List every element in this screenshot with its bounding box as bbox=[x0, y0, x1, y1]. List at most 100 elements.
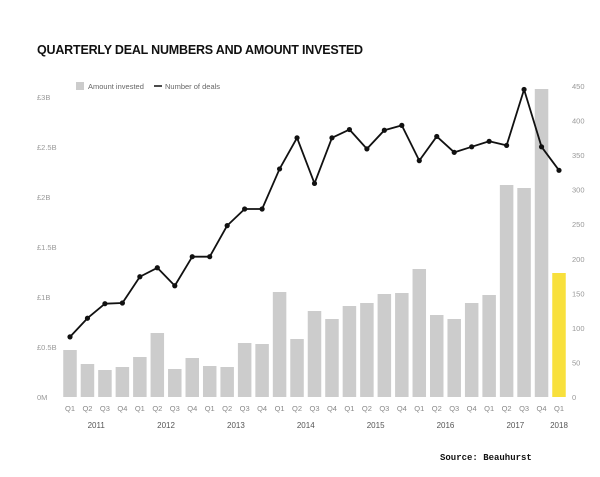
x-axis-quarter-label: Q1 bbox=[484, 404, 494, 413]
left-axis-tick-label: £1.5B bbox=[37, 243, 57, 252]
x-axis-year-label: 2015 bbox=[367, 421, 385, 430]
right-axis-tick-label: 300 bbox=[572, 186, 585, 195]
right-axis-tick-label: 50 bbox=[572, 358, 580, 367]
bar-amount-invested bbox=[220, 367, 234, 397]
bar-amount-invested bbox=[272, 292, 287, 397]
left-axis-tick-label: 0M bbox=[37, 393, 47, 402]
deal-point bbox=[329, 135, 335, 141]
bar-amount-invested bbox=[80, 364, 95, 397]
bar-amount-invested bbox=[447, 319, 461, 397]
x-axis-quarter-label: Q3 bbox=[449, 404, 459, 413]
bar-amount-invested bbox=[133, 357, 147, 397]
x-axis-quarter-label: Q4 bbox=[397, 404, 407, 413]
x-axis-quarter-label: Q2 bbox=[292, 404, 302, 413]
bar-amount-invested bbox=[342, 306, 357, 397]
deal-point bbox=[556, 167, 562, 173]
x-axis-quarter-label: Q1 bbox=[205, 404, 215, 413]
deal-point bbox=[102, 301, 108, 307]
left-axis-tick-label: £3B bbox=[37, 93, 50, 102]
bar-amount-invested bbox=[517, 188, 531, 397]
deal-point bbox=[294, 135, 300, 141]
right-axis-tick-label: 400 bbox=[572, 117, 585, 126]
bar-amount-invested bbox=[150, 333, 165, 397]
x-axis-quarter-label: Q1 bbox=[65, 404, 75, 413]
x-axis-quarter-label: Q3 bbox=[379, 404, 389, 413]
bar-amount-invested bbox=[360, 303, 374, 397]
deal-point bbox=[504, 142, 510, 149]
deal-point bbox=[242, 206, 248, 212]
left-axis-tick-label: £1B bbox=[37, 293, 50, 302]
deal-point bbox=[276, 166, 283, 172]
bar-amount-invested bbox=[534, 89, 549, 397]
bar-amount-invested bbox=[325, 319, 339, 397]
bar-amount-invested bbox=[464, 303, 479, 397]
deal-point bbox=[67, 334, 73, 340]
deal-point bbox=[381, 127, 387, 133]
bar-amount-invested bbox=[63, 350, 77, 397]
right-axis-tick-label: 150 bbox=[572, 289, 585, 298]
source-note: Source: Beauhurst bbox=[440, 453, 532, 463]
bar-amount-invested bbox=[290, 339, 304, 397]
x-axis-quarter-label: Q2 bbox=[82, 404, 92, 413]
deal-point bbox=[451, 149, 457, 155]
x-axis-quarter-label: Q2 bbox=[222, 404, 232, 413]
bar-amount-invested bbox=[115, 367, 130, 397]
bar-amount-invested bbox=[202, 366, 217, 397]
x-axis-quarter-label: Q4 bbox=[327, 404, 337, 413]
x-axis-year-label: 2014 bbox=[297, 421, 315, 430]
bar-amount-invested bbox=[185, 358, 199, 397]
deal-point bbox=[364, 146, 370, 152]
x-axis-year-label: 2013 bbox=[227, 421, 245, 430]
legend-swatch-amount-invested bbox=[76, 82, 84, 90]
bar-amount-invested bbox=[255, 344, 269, 397]
x-axis-quarter-label: Q2 bbox=[152, 404, 162, 413]
deal-point bbox=[84, 315, 91, 321]
x-axis-quarter-label: Q4 bbox=[117, 404, 127, 413]
deal-point bbox=[154, 265, 160, 271]
bar-amount-invested bbox=[168, 369, 182, 397]
deal-point bbox=[416, 158, 422, 164]
x-axis-quarter-label: Q4 bbox=[187, 404, 197, 413]
deal-point bbox=[207, 254, 213, 260]
bar-amount-invested bbox=[482, 295, 496, 397]
bar-amount-invested bbox=[237, 343, 252, 397]
legend-label-number-of-deals: Number of deals bbox=[165, 82, 220, 91]
x-axis-quarter-label: Q3 bbox=[309, 404, 319, 413]
bar-amount-invested bbox=[395, 293, 409, 397]
x-axis-year-label: 2016 bbox=[437, 421, 455, 430]
right-axis-tick-label: 0 bbox=[572, 393, 576, 402]
legend-label-amount-invested: Amount invested bbox=[88, 82, 144, 91]
right-axis-tick-label: 200 bbox=[572, 255, 585, 264]
deal-point bbox=[469, 144, 475, 150]
deal-point bbox=[172, 283, 178, 289]
x-axis-year-label: 2017 bbox=[506, 421, 524, 430]
x-axis-quarter-label: Q1 bbox=[414, 404, 424, 413]
chart-title: QUARTERLY DEAL NUMBERS AND AMOUNT INVEST… bbox=[37, 43, 363, 57]
deal-point bbox=[486, 138, 492, 144]
bar-amount-invested bbox=[98, 370, 112, 397]
left-axis-tick-label: £2B bbox=[37, 193, 50, 202]
right-axis-tick-label: 100 bbox=[572, 324, 585, 333]
x-axis-quarter-label: Q4 bbox=[467, 404, 477, 413]
bar-amount-invested bbox=[377, 294, 392, 397]
x-axis-quarter-label: Q3 bbox=[170, 404, 180, 413]
deal-point bbox=[434, 133, 440, 140]
x-axis-quarter-label: Q3 bbox=[519, 404, 529, 413]
x-axis-quarter-label: Q4 bbox=[537, 404, 547, 413]
deal-point bbox=[259, 206, 265, 212]
bar-amount-invested bbox=[307, 311, 322, 397]
right-axis-tick-label: 250 bbox=[572, 220, 585, 229]
deal-point bbox=[189, 254, 195, 260]
x-axis-quarter-label: Q3 bbox=[240, 404, 250, 413]
bar-amount-invested bbox=[552, 273, 566, 397]
x-axis-quarter-label: Q2 bbox=[502, 404, 512, 413]
x-axis-quarter-label: Q1 bbox=[135, 404, 145, 413]
deal-point bbox=[311, 180, 318, 187]
left-axis-tick-label: £0.5B bbox=[37, 343, 57, 352]
left-axis-tick-label: £2.5B bbox=[37, 143, 57, 152]
deal-point bbox=[137, 274, 143, 280]
x-axis-quarter-label: Q1 bbox=[554, 404, 564, 413]
x-axis-year-label: 2018 bbox=[550, 421, 568, 430]
bar-amount-invested bbox=[412, 269, 427, 397]
